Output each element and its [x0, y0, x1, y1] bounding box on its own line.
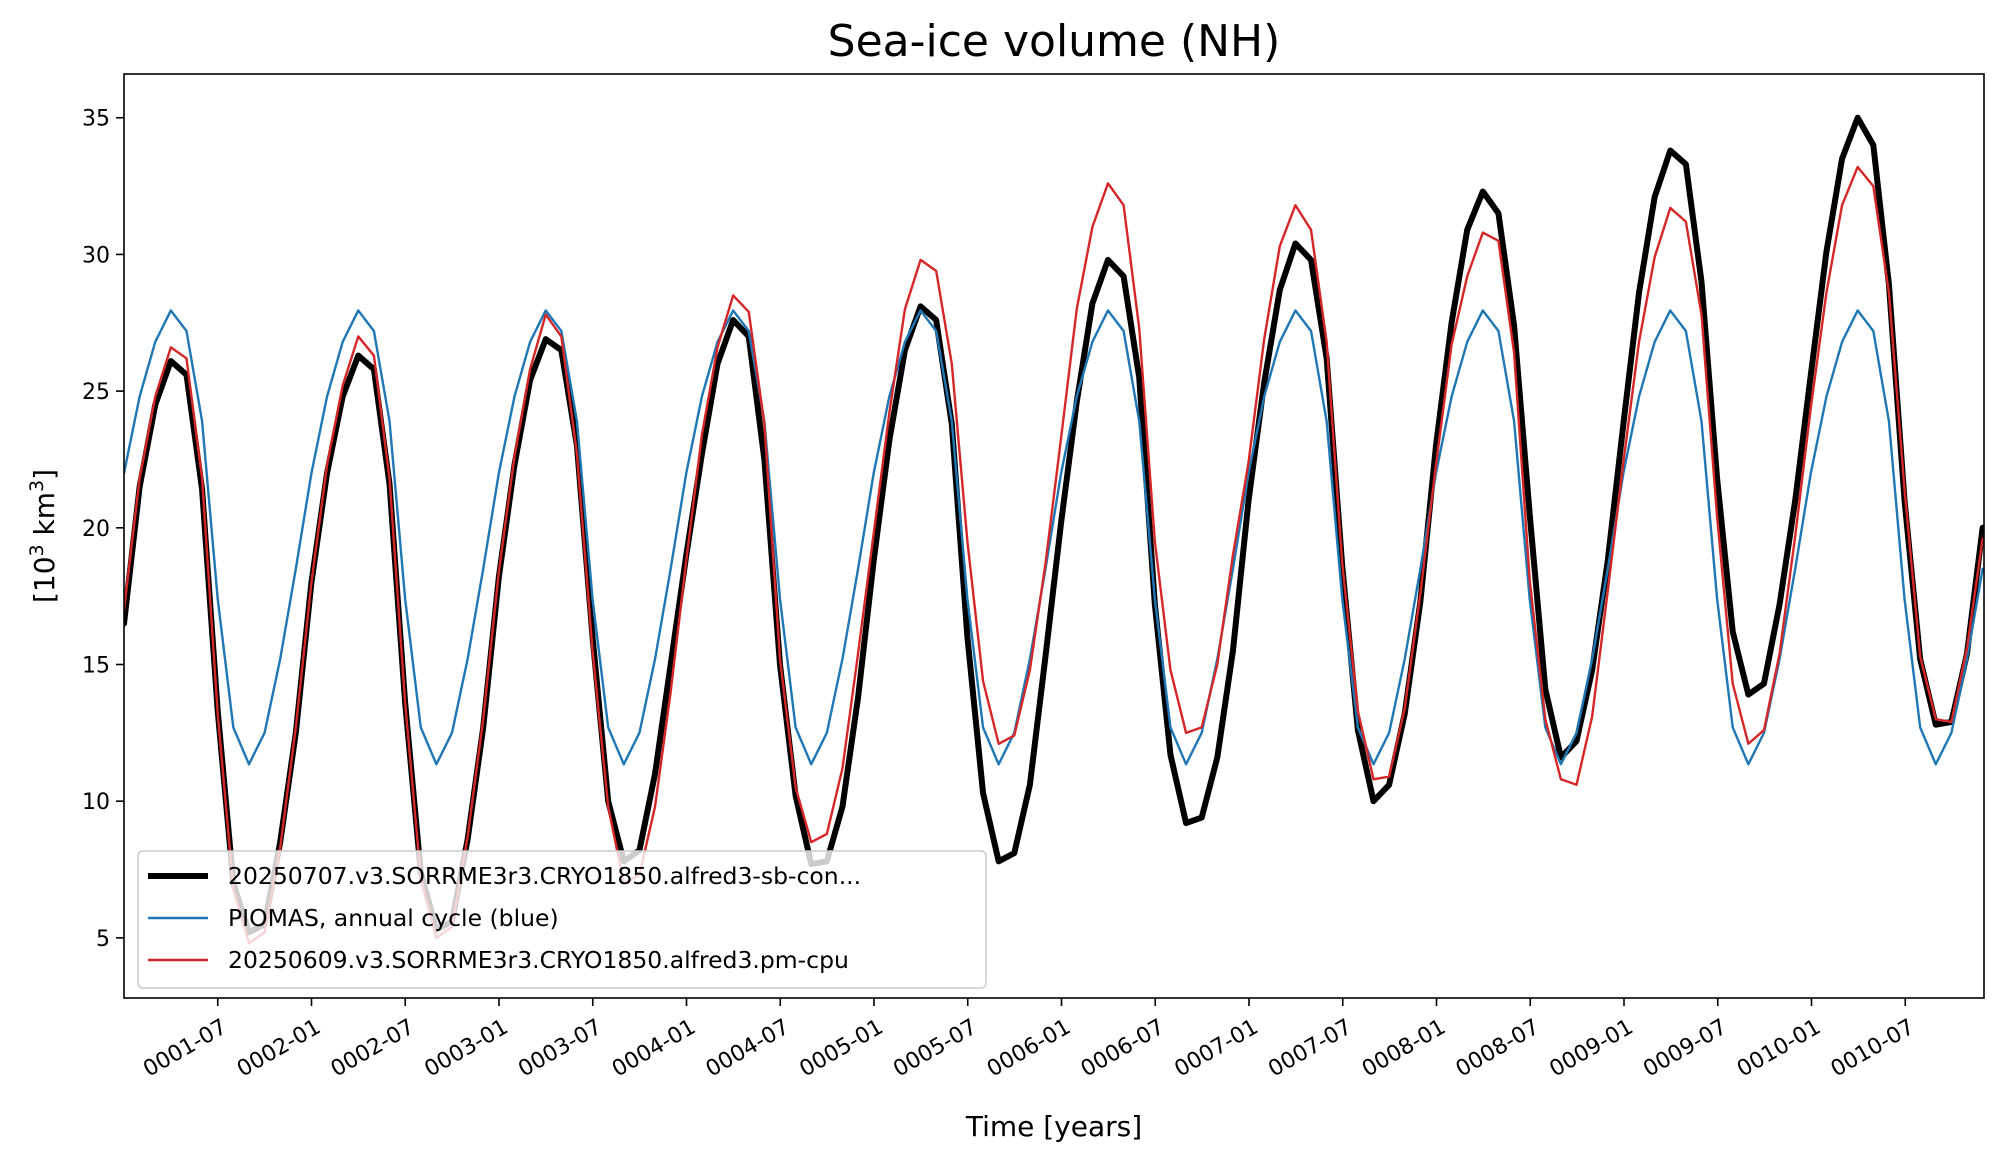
y-tick-label-1: 10 [82, 790, 110, 815]
y-axis-label-sup1: 3 [26, 544, 48, 556]
chart-title: Sea-ice volume (NH) [828, 16, 1281, 67]
y-tick-label-2: 15 [82, 653, 110, 678]
y-tick-label-4: 25 [82, 380, 110, 405]
y-axis-label-sup2: 3 [26, 480, 48, 492]
y-axis-label: [103 km3] [26, 469, 61, 603]
series-line-1 [124, 309, 1984, 766]
y-axis-label-mid: km [28, 492, 61, 544]
y-tick-label-5: 30 [82, 243, 110, 268]
x-axis-label: Time [years] [965, 1110, 1142, 1143]
legend-label-series-2: 20250609.v3.SORRME3r3.CRYO1850.alfred3.p… [228, 946, 849, 974]
legend-label-series-0: 20250707.v3.SORRME3r3.CRYO1850.alfred3-s… [228, 862, 861, 890]
y-tick-label-3: 20 [82, 517, 110, 542]
legend-label-series-1: PIOMAS, annual cycle (blue) [228, 904, 559, 932]
y-axis-label-suffix: ] [28, 469, 61, 480]
plot-frame [123, 73, 1985, 999]
y-axis: 5 10 15 20 25 30 35 [82, 107, 124, 952]
y-tick-label-0: 5 [96, 927, 110, 952]
legend-box [137, 850, 987, 989]
legend: 20250707.v3.SORRME3r3.CRYO1850.alfred3-s… [137, 850, 987, 989]
y-tick-label-6: 35 [82, 107, 110, 132]
y-axis-label-prefix: [10 [28, 556, 61, 603]
